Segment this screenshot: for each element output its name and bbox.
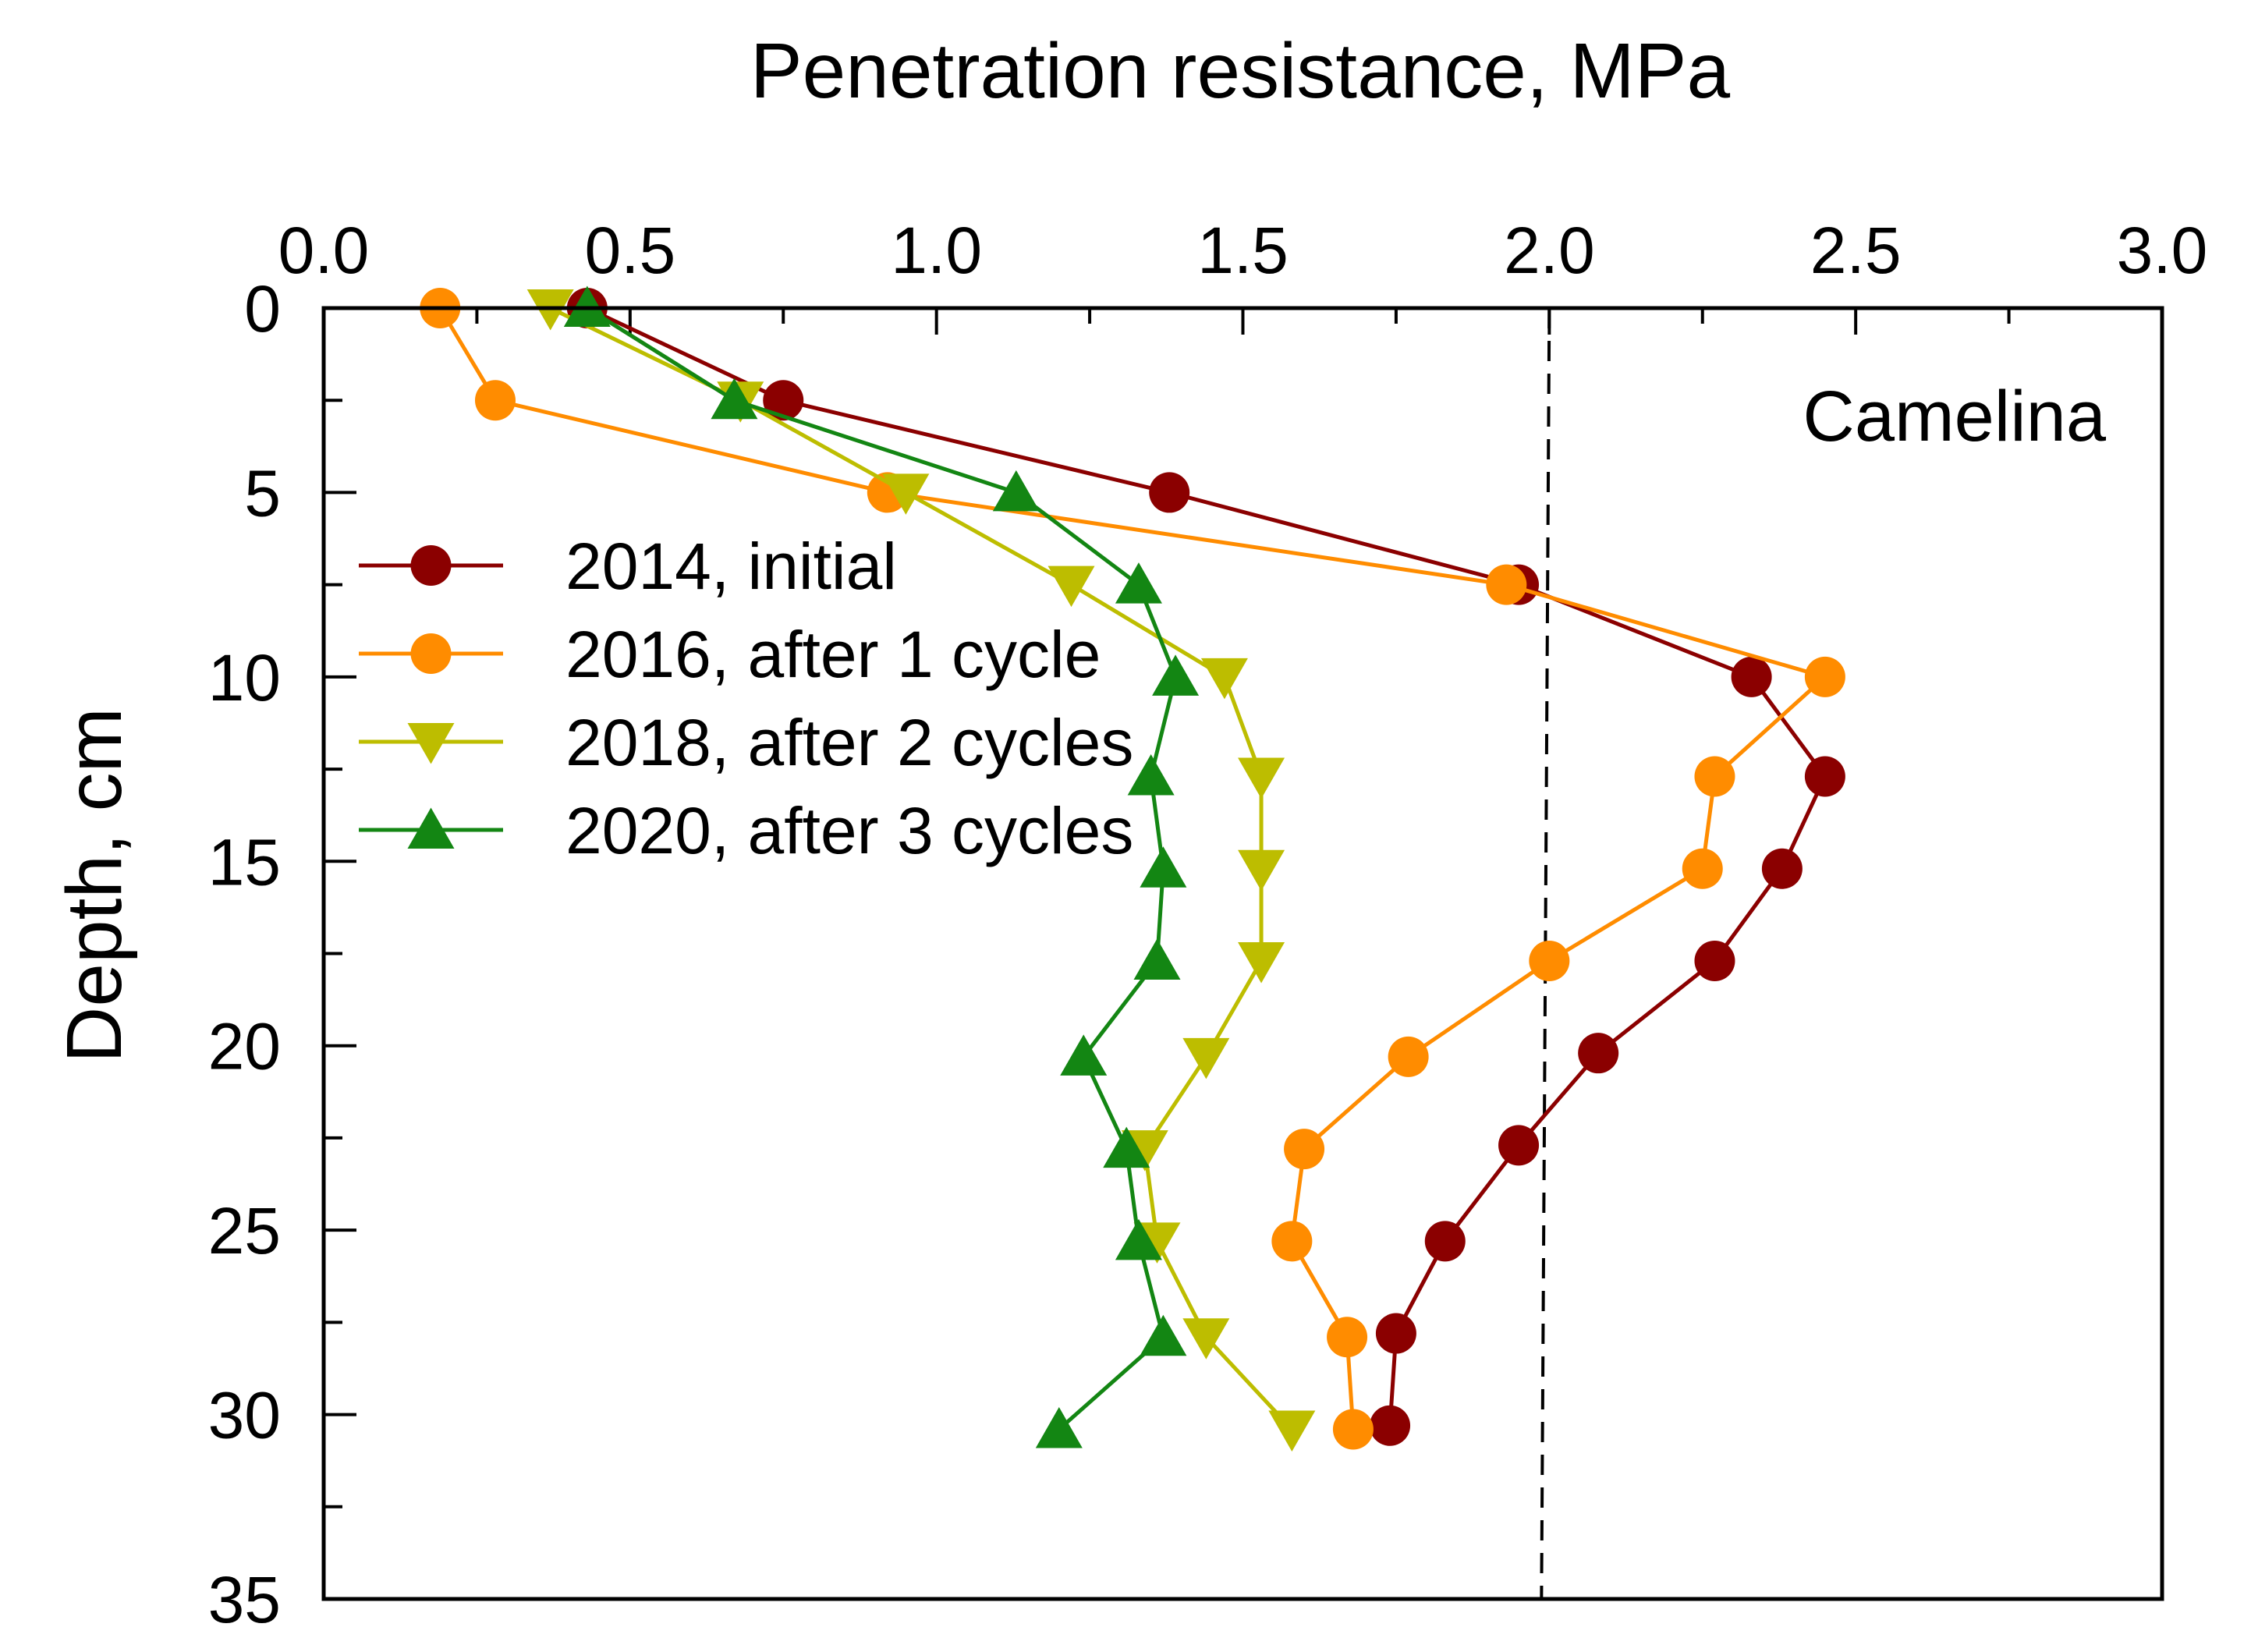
data-point xyxy=(1149,472,1190,513)
y-tick-label: 5 xyxy=(244,456,281,530)
legend-item: 2020, after 3 cycles xyxy=(359,794,1133,867)
data-point xyxy=(1424,1221,1466,1262)
series-3 xyxy=(526,289,1316,1452)
data-point xyxy=(1375,1313,1416,1354)
data-point xyxy=(1238,757,1285,799)
legend-marker xyxy=(407,723,455,764)
legend-item: 2014, initial xyxy=(359,530,897,603)
x-tick-label: 2.0 xyxy=(1504,214,1595,287)
data-point xyxy=(1694,940,1735,981)
legend-label: 2020, after 3 cycles xyxy=(565,794,1133,867)
legend: 2014, initial 2016, after 1 cycle 2018, af… xyxy=(359,530,1133,867)
data-point xyxy=(763,380,804,421)
data-point xyxy=(882,473,930,515)
legend-marker xyxy=(407,807,455,849)
x-tick-label: 3.0 xyxy=(2117,214,2208,287)
data-point xyxy=(1200,658,1248,700)
data-point xyxy=(1182,1037,1230,1079)
y-tick-label: 30 xyxy=(208,1379,281,1452)
x-tick-label: 1.5 xyxy=(1197,214,1289,287)
plot-frame xyxy=(321,306,2164,1601)
plot-annotation: Camelina xyxy=(1803,377,2106,456)
data-point xyxy=(1682,848,1723,889)
y-axis-label: Depth, cm xyxy=(51,707,138,1063)
axis-ticks: 0.0 0.5 1.0 1.5 2.0 2.5 3.0 0 5 10 15 20 25 30 35 xyxy=(208,214,2208,1636)
data-point xyxy=(1284,1129,1325,1170)
data-point xyxy=(1761,848,1803,889)
x-tick-label: 0.5 xyxy=(584,214,675,287)
series-4 xyxy=(563,285,1200,1448)
y-tick-label: 10 xyxy=(208,641,281,714)
y-tick-label: 25 xyxy=(208,1194,281,1267)
y-tick-label: 0 xyxy=(244,272,281,346)
data-point xyxy=(1370,1405,1411,1446)
data-point xyxy=(1060,1034,1108,1076)
data-point xyxy=(1388,1036,1429,1077)
data-series xyxy=(420,285,1845,1452)
series-line xyxy=(438,307,1827,1430)
data-point xyxy=(1182,1318,1230,1360)
data-point xyxy=(474,380,516,421)
y-tick-label: 15 xyxy=(208,825,281,899)
data-point xyxy=(1578,1033,1619,1074)
legend-marker xyxy=(410,545,452,586)
data-point xyxy=(1127,754,1175,796)
data-point xyxy=(1048,565,1095,608)
data-point xyxy=(1115,562,1162,604)
legend-item: 2016, after 1 cycle xyxy=(359,618,1101,691)
data-point xyxy=(1731,656,1772,697)
legend-label: 2018, after 2 cycles xyxy=(565,706,1133,779)
data-point xyxy=(1529,940,1570,981)
legend-label: 2016, after 1 cycle xyxy=(565,618,1101,691)
data-point xyxy=(1804,656,1845,697)
data-point xyxy=(1498,1125,1540,1166)
data-point xyxy=(1804,756,1845,797)
data-point xyxy=(1327,1317,1368,1358)
data-point xyxy=(1133,938,1181,980)
legend-label: 2014, initial xyxy=(565,530,897,603)
data-point xyxy=(1115,1218,1162,1260)
y-tick-label: 20 xyxy=(208,1010,281,1083)
data-point xyxy=(1140,846,1187,888)
data-point xyxy=(1140,1314,1187,1356)
x-tick-label: 0.0 xyxy=(278,214,370,287)
data-point xyxy=(1694,756,1735,797)
data-point xyxy=(1332,1409,1374,1450)
data-point xyxy=(711,378,758,420)
legend-item: 2018, after 2 cycles xyxy=(359,706,1133,779)
data-point xyxy=(1238,849,1285,892)
data-point xyxy=(1238,941,1285,984)
reference-line xyxy=(1540,307,1551,1600)
x-tick-label: 1.0 xyxy=(891,214,982,287)
x-axis-label: Penetration resistance, MPa xyxy=(750,27,1731,115)
data-point xyxy=(1268,1410,1316,1452)
data-point xyxy=(1486,564,1527,605)
data-point xyxy=(1152,654,1200,696)
data-point xyxy=(992,470,1040,512)
data-point xyxy=(1103,1126,1150,1168)
x-tick-label: 2.5 xyxy=(1810,214,1902,287)
data-point xyxy=(1035,1406,1083,1448)
y-tick-label: 35 xyxy=(208,1563,281,1636)
series-2 xyxy=(420,288,1845,1450)
legend-marker xyxy=(410,633,452,674)
data-point xyxy=(1271,1221,1313,1262)
